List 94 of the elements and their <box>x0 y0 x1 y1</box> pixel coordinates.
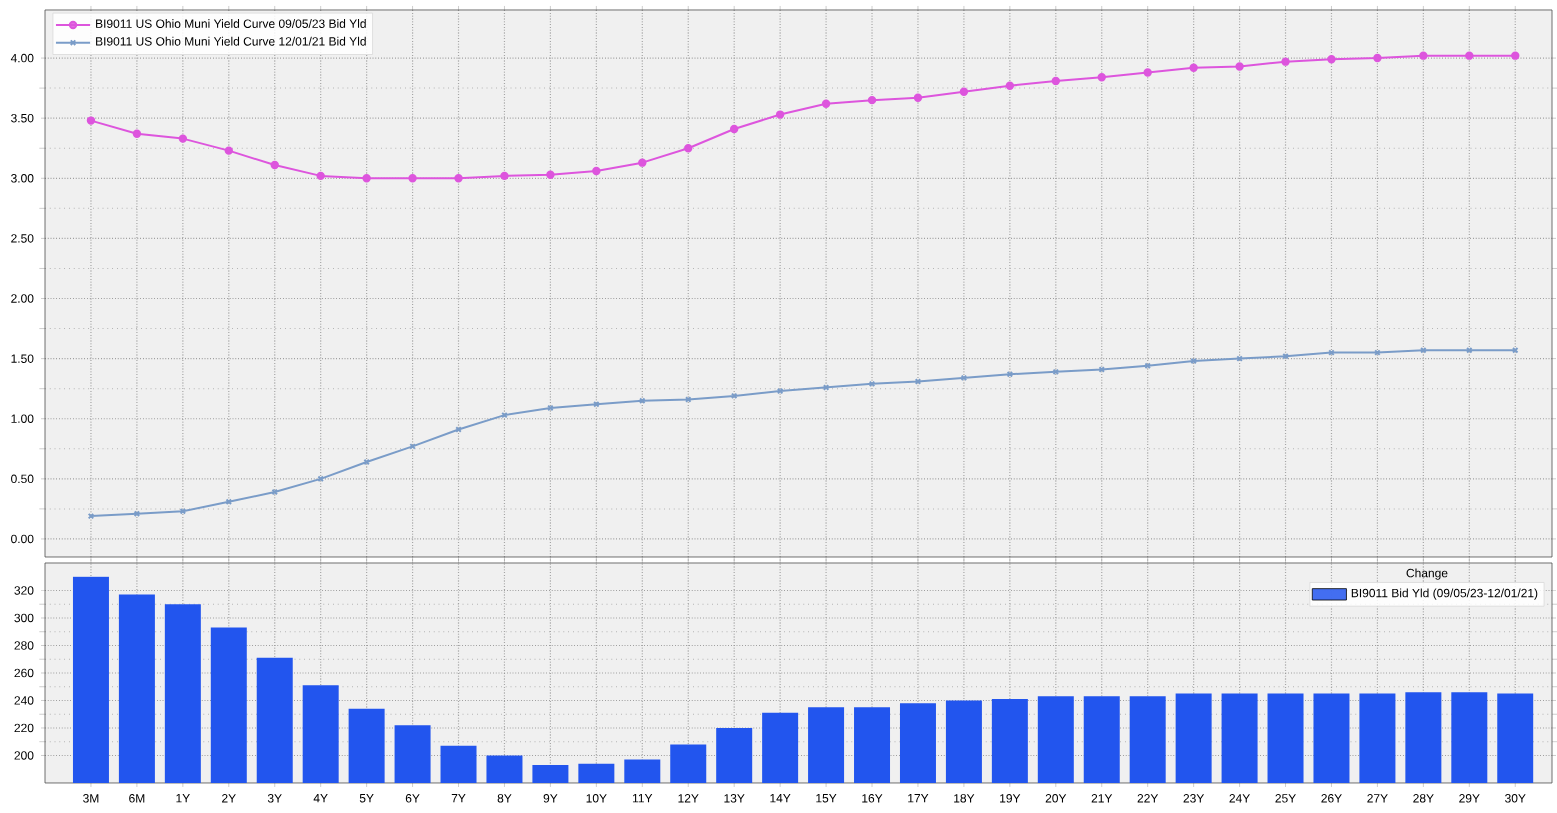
x-tick-label: 3M <box>83 794 99 803</box>
point <box>454 174 463 183</box>
x-tick-label: 7Y <box>451 794 466 803</box>
x-tick-label: 21Y <box>1091 794 1113 803</box>
x-tick-label: 4Y <box>313 794 328 803</box>
y-tick-label: 3.00 <box>11 174 34 183</box>
point <box>1327 55 1336 64</box>
x-tick-label: 1Y <box>176 794 190 803</box>
point <box>500 171 509 181</box>
point <box>638 158 647 167</box>
point <box>1373 53 1382 63</box>
point <box>1189 63 1198 72</box>
point <box>316 171 325 181</box>
point <box>684 144 693 153</box>
point <box>821 99 831 108</box>
x-tick-label: 10Y <box>586 794 607 803</box>
point <box>1465 51 1474 60</box>
y-tick-label: 260 <box>14 668 34 678</box>
x-tick-label: 3Y <box>267 794 282 803</box>
x-tick-label: 14Y <box>770 794 791 803</box>
x-tick-label: 30Y <box>1505 794 1526 803</box>
x-tick-label: 29Y <box>1459 794 1480 803</box>
x-tick-label: 6Y <box>405 794 420 803</box>
point <box>1051 76 1060 86</box>
point <box>224 146 233 155</box>
point <box>868 380 876 388</box>
y-tick-label: 2.00 <box>11 294 34 303</box>
y-tick-label: 0.50 <box>11 474 34 484</box>
x-tick-label: 20Y <box>1045 794 1067 803</box>
point <box>775 110 785 119</box>
point <box>546 170 555 179</box>
point <box>1006 370 1014 378</box>
x-tick-label: 11Y <box>632 794 653 803</box>
legend-label: BI9011 US Ohio Muni Yield Curve 12/01/21 Bid Yld <box>96 36 366 46</box>
point <box>1005 81 1015 90</box>
point <box>271 488 278 496</box>
legend-title: Change <box>1406 568 1448 580</box>
y-tick-label: 3.50 <box>11 113 34 123</box>
x-tick-label: 9Y <box>543 794 558 803</box>
point <box>1052 368 1060 376</box>
x-tick-label: 25Y <box>1275 794 1296 803</box>
point <box>363 458 370 466</box>
point <box>1235 62 1244 71</box>
point <box>913 93 923 102</box>
x-tick-label: 6M <box>129 794 145 803</box>
point <box>362 174 371 183</box>
x-tick-label: 24Y <box>1229 794 1250 803</box>
y-tick-label: 280 <box>14 641 34 650</box>
y-tick-label: 200 <box>14 751 34 760</box>
x-tick-label: 23Y <box>1183 794 1205 803</box>
point <box>776 387 784 395</box>
y-tick-label: 320 <box>14 586 34 595</box>
y-tick-label: 1.00 <box>11 414 34 423</box>
point <box>133 510 141 517</box>
point <box>960 374 968 382</box>
point <box>1511 51 1520 60</box>
x-tick-label: 2Y <box>222 794 236 803</box>
y-tick-label: 240 <box>14 696 34 705</box>
point <box>86 116 96 125</box>
point <box>959 87 969 96</box>
y-tick-label: 220 <box>14 723 34 733</box>
x-tick-label: 27Y <box>1367 794 1388 803</box>
legend-label: BI9011 Bid Yld (09/05/23-12/01/21) <box>1351 588 1538 600</box>
y-tick-label: 1.50 <box>11 354 34 363</box>
point <box>1190 357 1197 365</box>
x-tick-label: 16Y <box>862 794 883 803</box>
y-tick-label: 2.50 <box>11 234 34 243</box>
y-tick-label: 0.00 <box>11 534 34 544</box>
legend-label: BI9011 US Ohio Muni Yield Curve 09/05/23 Bid Yld <box>96 19 366 28</box>
x-tick-label: 17Y <box>908 794 929 803</box>
point <box>1281 57 1290 66</box>
x-tick-label: 22Y <box>1137 794 1159 803</box>
point <box>408 174 417 183</box>
x-tick-label: 8Y <box>497 794 512 803</box>
y-tick-label: 4.00 <box>10 53 34 63</box>
point <box>1097 73 1106 82</box>
point <box>178 134 188 143</box>
point <box>730 392 738 400</box>
point <box>729 124 739 134</box>
point <box>1419 51 1428 60</box>
x-tick-label: 18Y <box>954 794 975 803</box>
point <box>867 95 877 105</box>
x-tick-label: 15Y <box>816 794 837 803</box>
y-tick-label: 300 <box>14 613 34 623</box>
point <box>592 166 601 176</box>
x-tick-label: 26Y <box>1321 794 1342 803</box>
x-tick-label: 5Y <box>359 794 374 803</box>
x-tick-label: 12Y <box>678 794 699 803</box>
point <box>1143 68 1152 77</box>
point <box>270 160 279 170</box>
x-tick-label: 13Y <box>724 794 745 803</box>
x-tick-label: 28Y <box>1413 794 1434 803</box>
x-tick-label: 19Y <box>1000 794 1021 803</box>
point <box>132 129 142 139</box>
